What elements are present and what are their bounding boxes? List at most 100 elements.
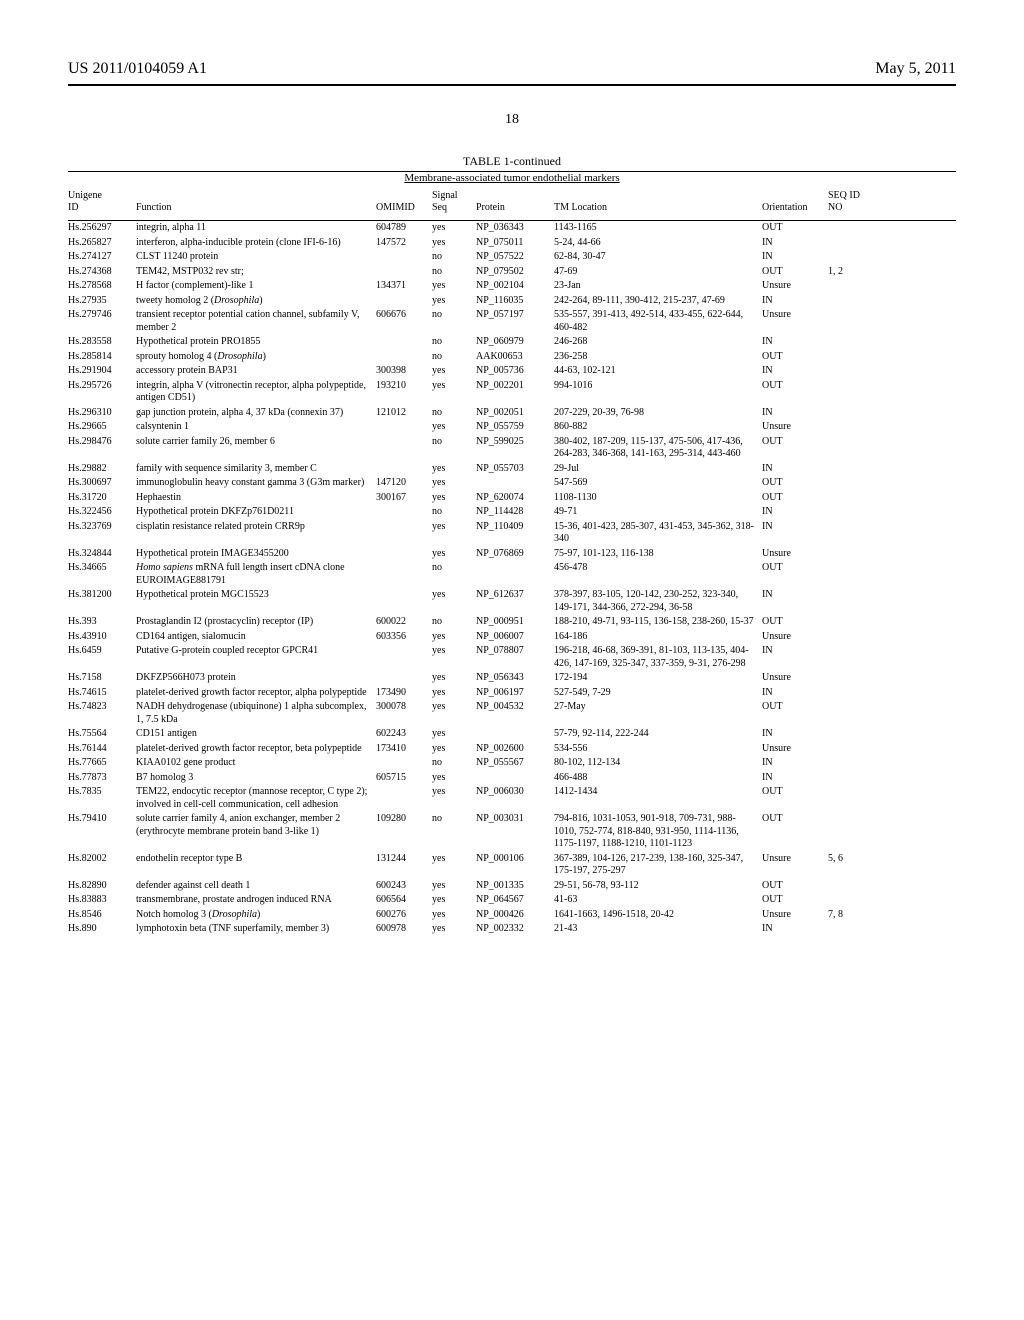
- table-cell: [828, 686, 956, 701]
- table-cell: [376, 335, 432, 350]
- table-cell: 41-63: [554, 893, 762, 908]
- table-cell: 44-63, 102-121: [554, 364, 762, 379]
- table-cell: [828, 476, 956, 491]
- table-cell: 605715: [376, 771, 432, 786]
- page-number: 18: [68, 112, 956, 128]
- table-row: Hs.381200Hypothetical protein MGC15523ye…: [68, 588, 956, 615]
- table-cell: IN: [762, 294, 828, 309]
- table-cell: Unsure: [762, 908, 828, 923]
- table-cell: Hephaestin: [136, 491, 376, 506]
- table-cell: no: [432, 265, 476, 280]
- table-cell: immunoglobulin heavy constant gamma 3 (G…: [136, 476, 376, 491]
- table-cell: Hs.274127: [68, 250, 136, 265]
- table-cell: 173410: [376, 742, 432, 757]
- table-cell: NP_075011: [476, 236, 554, 251]
- table-cell: Hs.79410: [68, 812, 136, 852]
- table-cell: yes: [432, 476, 476, 491]
- table-cell: Hs.83883: [68, 893, 136, 908]
- table-cell: OUT: [762, 785, 828, 812]
- table-cell: Hs.291904: [68, 364, 136, 379]
- table-cell: yes: [432, 671, 476, 686]
- table-cell: yes: [432, 700, 476, 727]
- table-cell: 1143-1165: [554, 221, 762, 236]
- table-cell: B7 homolog 3: [136, 771, 376, 786]
- table-cell: OUT: [762, 893, 828, 908]
- table-cell: Hs.29882: [68, 462, 136, 477]
- table-cell: 860-882: [554, 420, 762, 435]
- table-cell: 147120: [376, 476, 432, 491]
- table-cell: yes: [432, 630, 476, 645]
- table-cell: 600978: [376, 922, 432, 937]
- table-cell: no: [432, 250, 476, 265]
- table-cell: 606564: [376, 893, 432, 908]
- table-cell: 236-258: [554, 350, 762, 365]
- table-cell: OUT: [762, 265, 828, 280]
- table-cell: yes: [432, 742, 476, 757]
- table-cell: OUT: [762, 379, 828, 406]
- table-cell: Hs.27935: [68, 294, 136, 309]
- table-cell: IN: [762, 756, 828, 771]
- table-cell: [376, 505, 432, 520]
- table-cell: Hs.296310: [68, 406, 136, 421]
- table-cell: 173490: [376, 686, 432, 701]
- table-row: Hs.82890defender against cell death 1600…: [68, 879, 956, 894]
- table-row: Hs.274368TEM42, MSTP032 rev str;noNP_079…: [68, 265, 956, 280]
- table-cell: 147572: [376, 236, 432, 251]
- table-cell: NP_001335: [476, 879, 554, 894]
- table-cell: no: [432, 756, 476, 771]
- table-cell: yes: [432, 462, 476, 477]
- table-cell: 57-79, 92-114, 222-244: [554, 727, 762, 742]
- table-row: Hs.274127CLST 11240 proteinnoNP_05752262…: [68, 250, 956, 265]
- table-cell: Unsure: [762, 547, 828, 562]
- table-cell: 193210: [376, 379, 432, 406]
- table-cell: Homo sapiens mRNA full length insert cDN…: [136, 561, 376, 588]
- table-cell: 378-397, 83-105, 120-142, 230-252, 323-3…: [554, 588, 762, 615]
- table-cell: NP_116035: [476, 294, 554, 309]
- table-cell: Hs.77873: [68, 771, 136, 786]
- table-cell: [828, 615, 956, 630]
- table-cell: Hs.393: [68, 615, 136, 630]
- table-cell: OUT: [762, 435, 828, 462]
- table-cell: 794-816, 1031-1053, 901-918, 709-731, 98…: [554, 812, 762, 852]
- table-cell: IN: [762, 727, 828, 742]
- table-row: Hs.295726integrin, alpha V (vitronectin …: [68, 379, 956, 406]
- table-cell: 23-Jan: [554, 279, 762, 294]
- table-cell: [828, 379, 956, 406]
- table-cell: NP_003031: [476, 812, 554, 852]
- col-header: TM Location: [554, 184, 762, 221]
- table-cell: no: [432, 350, 476, 365]
- table-cell: yes: [432, 644, 476, 671]
- table-cell: yes: [432, 922, 476, 937]
- table-cell: 27-May: [554, 700, 762, 727]
- table-cell: OUT: [762, 700, 828, 727]
- col-header: Function: [136, 184, 376, 221]
- table-cell: 300167: [376, 491, 432, 506]
- table-cell: IN: [762, 771, 828, 786]
- table-cell: NP_055703: [476, 462, 554, 477]
- table-cell: no: [432, 335, 476, 350]
- table-cell: Unsure: [762, 630, 828, 645]
- table-cell: [376, 588, 432, 615]
- table-cell: [828, 671, 956, 686]
- table-cell: [376, 435, 432, 462]
- table-row: Hs.27935tweety homolog 2 (Drosophila)yes…: [68, 294, 956, 309]
- table-cell: lymphotoxin beta (TNF superfamily, membe…: [136, 922, 376, 937]
- table-cell: [376, 350, 432, 365]
- table-cell: [828, 727, 956, 742]
- table-cell: [828, 771, 956, 786]
- table-cell: OUT: [762, 350, 828, 365]
- table-cell: [376, 294, 432, 309]
- table-head: UnigeneIDFunctionOMIMIDSignalSeqProteinT…: [68, 184, 956, 221]
- table-cell: [376, 420, 432, 435]
- table-row: Hs.291904accessory protein BAP31300398ye…: [68, 364, 956, 379]
- table-cell: NP_000951: [476, 615, 554, 630]
- table-row: Hs.285814sprouty homolog 4 (Drosophila)n…: [68, 350, 956, 365]
- table-cell: 600276: [376, 908, 432, 923]
- table-cell: 172-194: [554, 671, 762, 686]
- table-cell: NP_079502: [476, 265, 554, 280]
- table-cell: Unsure: [762, 852, 828, 879]
- table-cell: Hs.323769: [68, 520, 136, 547]
- table-cell: gap junction protein, alpha 4, 37 kDa (c…: [136, 406, 376, 421]
- table-cell: OUT: [762, 561, 828, 588]
- col-header: Protein: [476, 184, 554, 221]
